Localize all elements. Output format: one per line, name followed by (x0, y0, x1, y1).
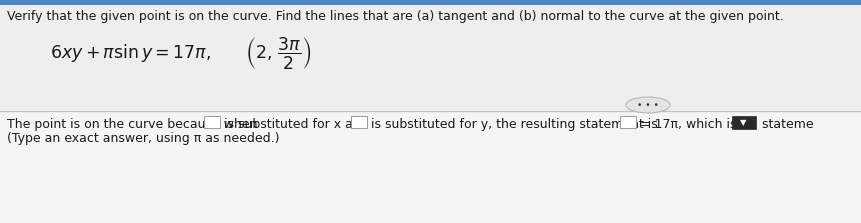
FancyBboxPatch shape (619, 116, 635, 128)
Text: is substituted for y, the resulting statement is: is substituted for y, the resulting stat… (367, 118, 661, 131)
FancyBboxPatch shape (204, 116, 220, 128)
Text: stateme: stateme (757, 118, 813, 131)
Text: (Type an exact answer, using π as needed.): (Type an exact answer, using π as needed… (7, 132, 279, 145)
Text: Verify that the given point is on the curve. Find the lines that are (a) tangent: Verify that the given point is on the cu… (7, 10, 783, 23)
Bar (0, 0, 861, 5)
Text: ▼: ▼ (740, 118, 746, 127)
Text: • • •: • • • (636, 101, 658, 109)
Text: is substituted for x and: is substituted for x and (220, 118, 372, 131)
Ellipse shape (625, 97, 669, 113)
Text: $\left(2,\,\dfrac{3\pi}{2}\right)$: $\left(2,\,\dfrac{3\pi}{2}\right)$ (245, 35, 311, 71)
Text: The point is on the curve because when: The point is on the curve because when (7, 118, 261, 131)
FancyBboxPatch shape (350, 116, 367, 128)
Bar (0, 113, 861, 223)
FancyBboxPatch shape (731, 116, 755, 129)
Text: = 17π, which is a: = 17π, which is a (635, 118, 751, 131)
Bar (0, 0, 861, 113)
Text: $6xy + \pi \sin y = 17\pi,$: $6xy + \pi \sin y = 17\pi,$ (50, 42, 211, 64)
